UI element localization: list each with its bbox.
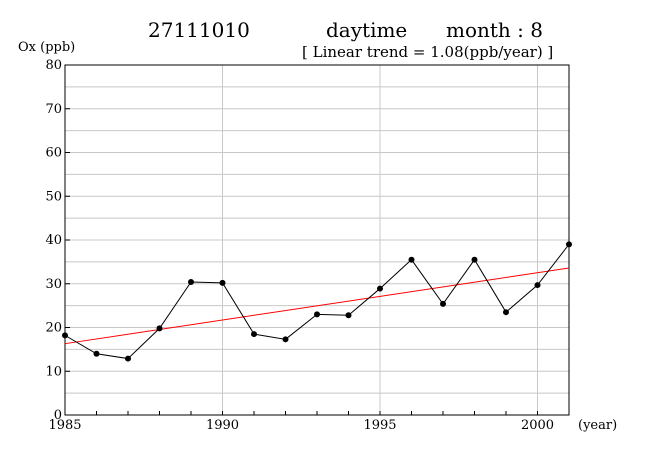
y-tick-label: 40	[45, 233, 62, 248]
y-tick-label: 0	[54, 408, 62, 423]
data-point	[503, 309, 509, 316]
y-axis-label: Ox (ppb)	[18, 40, 76, 55]
period-label: daytime	[326, 18, 408, 42]
data-point	[471, 256, 478, 263]
data-point	[188, 279, 194, 285]
grid	[65, 65, 569, 415]
y-tick-label: 10	[45, 364, 62, 379]
data-point	[377, 285, 383, 292]
x-tick-label: 1985	[48, 418, 81, 433]
data-point	[156, 325, 163, 332]
data-point	[534, 282, 541, 289]
data-point	[219, 279, 226, 286]
data-point	[282, 336, 289, 343]
data-point	[408, 256, 415, 263]
x-tick-label: 1990	[206, 418, 239, 433]
y-tick-label: 60	[45, 146, 62, 161]
axis-ticks: 0 10 20 30 40 50 60 70 80 1985 1990 1995 2000	[45, 58, 554, 433]
y-tick-label: 30	[45, 277, 62, 292]
y-tick-label: 80	[45, 58, 62, 73]
data-point	[62, 332, 68, 339]
data-point	[125, 355, 131, 362]
data-point	[93, 350, 100, 357]
linear-trend-label: [ Linear trend = 1.08(ppb/year) ]	[302, 43, 554, 61]
x-axis-label: (year)	[578, 418, 617, 433]
x-tick-label: 1995	[363, 418, 396, 433]
data-point	[440, 300, 446, 307]
trend-line-group	[64, 267, 570, 345]
station-code: 27111010	[148, 18, 250, 42]
series-group	[62, 241, 572, 362]
data-point	[251, 331, 257, 338]
y-tick-label: 20	[45, 321, 62, 336]
month-label: month : 8	[446, 18, 543, 42]
linear-trend-line	[64, 267, 570, 345]
data-point	[345, 312, 352, 319]
y-tick-label: 70	[45, 102, 62, 117]
data-point	[566, 241, 572, 248]
x-tick-label: 2000	[521, 418, 554, 433]
data-point	[314, 311, 320, 318]
y-tick-label: 50	[45, 189, 62, 204]
